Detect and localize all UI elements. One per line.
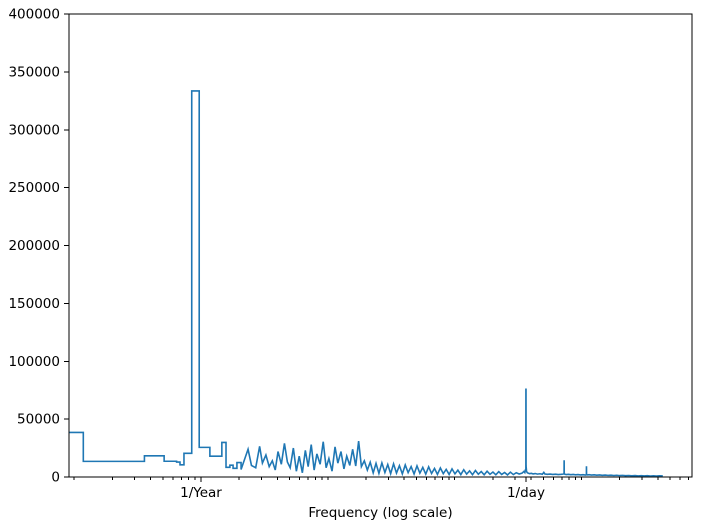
y-tick-label: 300000	[8, 122, 60, 138]
x-ticks-group	[73, 477, 690, 482]
x-tick-label: 1/Year	[180, 485, 222, 501]
y-tick-label: 400000	[8, 7, 60, 23]
x-tick-label: 1/day	[507, 485, 545, 501]
tick-labels-group: 1/Year 1/day 0 50000 100000 150000 200000 25000…	[8, 7, 545, 502]
plot-line	[69, 90, 663, 477]
y-tick-label: 150000	[8, 296, 60, 312]
series-group	[69, 90, 663, 477]
y-tick-label: 50000	[17, 412, 60, 428]
y-tick-label: 0	[51, 470, 60, 486]
y-tick-label: 350000	[8, 64, 60, 80]
x-axis-label: Frequency (log scale)	[308, 505, 452, 521]
y-tick-label: 100000	[8, 354, 60, 370]
y-tick-label: 250000	[8, 180, 60, 196]
axes-frame	[68, 13, 693, 478]
y-ticks-group	[64, 13, 69, 478]
y-tick-label: 200000	[8, 238, 60, 254]
axes-spines	[68, 13, 693, 478]
